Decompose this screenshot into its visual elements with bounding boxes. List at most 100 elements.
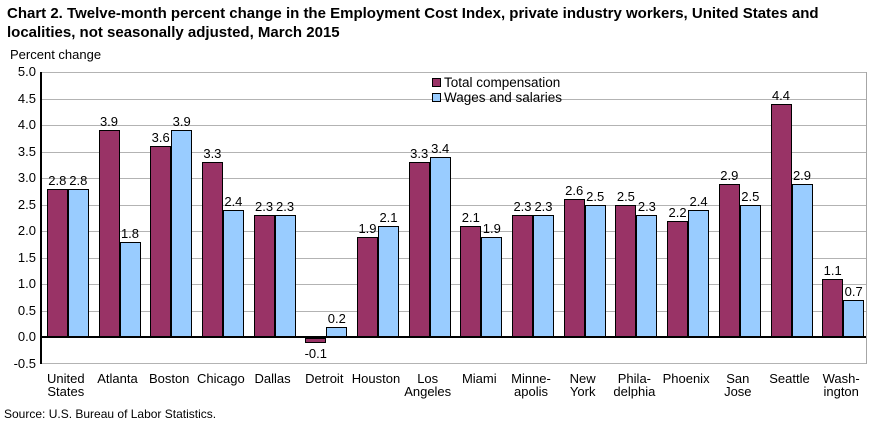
bar-wages-and-salaries xyxy=(791,183,813,338)
bar-wages-and-salaries xyxy=(171,130,193,338)
bar-wages-and-salaries xyxy=(429,156,451,338)
legend-item-total-compensation: Total compensation xyxy=(432,75,562,90)
x-axis-category-label: Los Angeles xyxy=(404,371,452,399)
x-axis-category-label: United States xyxy=(47,371,85,399)
y-axis-tick-label: 5.0 xyxy=(17,64,36,79)
bar-value-label: 2.5 xyxy=(616,188,635,204)
y-axis-tick-label: 1.0 xyxy=(17,276,36,292)
bar-value-label: 2.9 xyxy=(720,167,739,183)
bar-wages-and-salaries xyxy=(739,204,761,338)
gridline xyxy=(42,231,866,232)
bar-value-label: 3.9 xyxy=(99,114,119,130)
bar-value-label: 1.8 xyxy=(120,225,140,241)
x-axis-category-label: Chicago xyxy=(197,371,245,386)
y-axis-tick-label: 4.0 xyxy=(17,117,36,133)
bar-total-compensation xyxy=(357,236,378,338)
bar-value-label: 2.5 xyxy=(741,188,760,204)
bar-value-label: 2.1 xyxy=(461,210,480,225)
bar-value-label: 1.1 xyxy=(823,263,842,279)
y-axis-tick-label: 2.5 xyxy=(17,196,36,212)
bar-wages-and-salaries xyxy=(481,236,503,338)
bar-total-compensation xyxy=(770,103,792,338)
bar-wages-and-salaries xyxy=(274,215,296,338)
x-axis-category-label: Phoenix xyxy=(662,371,710,386)
bar-value-label: 1.9 xyxy=(482,220,501,236)
bar-total-compensation xyxy=(201,162,223,338)
bar-wages-and-salaries xyxy=(533,215,554,338)
bar-wages-and-salaries xyxy=(67,188,89,338)
bar-value-label: 2.2 xyxy=(668,204,687,220)
bar-value-label: 2.9 xyxy=(792,167,812,183)
x-axis-category-label: New York xyxy=(569,371,596,399)
y-axis-tick-label: 4.5 xyxy=(17,90,36,106)
wages-and-salaries-swatch-icon xyxy=(432,93,441,102)
bar-value-label: 2.1 xyxy=(379,210,398,225)
bar-value-label: 2.8 xyxy=(48,172,67,188)
y-axis-tick-label: -0.5 xyxy=(13,356,36,371)
bar-wages-and-salaries xyxy=(222,210,244,338)
bar-wages-and-salaries xyxy=(119,241,141,338)
bar-wages-and-salaries xyxy=(584,204,606,338)
x-axis-category-label: Seattle xyxy=(769,371,810,386)
legend-label: Wages and salaries xyxy=(444,90,563,105)
bar-total-compensation xyxy=(460,226,482,338)
x-axis-category-label: Dallas xyxy=(254,371,291,386)
legend-item-wages-and-salaries: Wages and salaries xyxy=(432,90,562,105)
gridline xyxy=(42,125,866,126)
x-axis-category-label: Detroit xyxy=(305,371,344,386)
chart-title: Chart 2. Twelve-month percent change in … xyxy=(7,5,819,41)
bar-value-label: 0.2 xyxy=(327,310,346,326)
x-axis-category-label: Minne- apolis xyxy=(511,371,551,399)
bar-value-label: 2.6 xyxy=(565,183,584,199)
bar-total-compensation xyxy=(408,162,430,338)
bar-value-label: 3.6 xyxy=(151,130,170,146)
y-axis-tick-label: 3.5 xyxy=(17,143,36,159)
x-axis-category-label: Miami xyxy=(461,371,497,386)
plot-area: 2.8 2.8 3.9 1.8 3.6 3.9 3.3 2.4 2.3 2.3 -0.1 0.2 1.9… xyxy=(40,72,867,364)
bar-wages-and-salaries xyxy=(378,226,399,338)
gridline xyxy=(42,72,866,73)
bar-total-compensation xyxy=(150,146,172,338)
bar-wages-and-salaries xyxy=(843,300,865,338)
bar-value-label: 3.3 xyxy=(203,146,222,162)
gridline xyxy=(42,284,866,285)
bar-value-label: 4.4 xyxy=(771,87,791,103)
gridline xyxy=(42,205,866,206)
x-axis-category-label: San Jose xyxy=(724,371,752,399)
gridline xyxy=(42,99,866,100)
bar-value-label: 2.3 xyxy=(276,199,295,215)
gridline xyxy=(42,258,866,259)
zero-axis-line xyxy=(42,336,866,338)
total-compensation-swatch-icon xyxy=(432,78,441,87)
x-axis-category-label: Boston xyxy=(148,371,190,386)
y-axis-tick-label: 1.5 xyxy=(17,249,36,265)
bar-value-label: 2.4 xyxy=(224,194,243,209)
bar-total-compensation xyxy=(46,188,68,338)
y-axis-tick-label: 3.0 xyxy=(17,170,36,186)
gridline xyxy=(42,311,866,312)
bar-total-compensation xyxy=(563,199,585,338)
y-axis-tick-label: 0.0 xyxy=(17,329,36,345)
bar-wages-and-salaries xyxy=(636,215,658,338)
x-axis-category-label: Atlanta xyxy=(97,371,138,386)
bar-value-label: 3.4 xyxy=(431,140,450,156)
bar-total-compensation xyxy=(615,204,637,338)
source-note: Source: U.S. Bureau of Labor Statistics. xyxy=(4,407,217,421)
bar-value-label: 0.7 xyxy=(844,284,863,300)
bar-value-label: 2.3 xyxy=(534,199,553,215)
legend-label: Total compensation xyxy=(444,75,561,90)
y-axis-tick-label: 2.0 xyxy=(17,223,36,239)
bar-value-label: 2.3 xyxy=(513,199,532,215)
gridline xyxy=(42,178,866,179)
gridline xyxy=(42,363,866,364)
bar-total-compensation xyxy=(667,220,689,338)
bar-value-label: 2.3 xyxy=(255,199,274,215)
x-axis-category-label: Wash- ington xyxy=(822,371,860,399)
y-axis-tick-label: 0.5 xyxy=(17,302,36,318)
bar-total-compensation xyxy=(512,215,533,338)
x-axis-category-label: Houston xyxy=(351,371,401,386)
bar-value-label: 2.5 xyxy=(586,188,605,204)
y-axis-label: Percent change xyxy=(10,47,102,62)
bar-total-compensation xyxy=(718,183,740,338)
